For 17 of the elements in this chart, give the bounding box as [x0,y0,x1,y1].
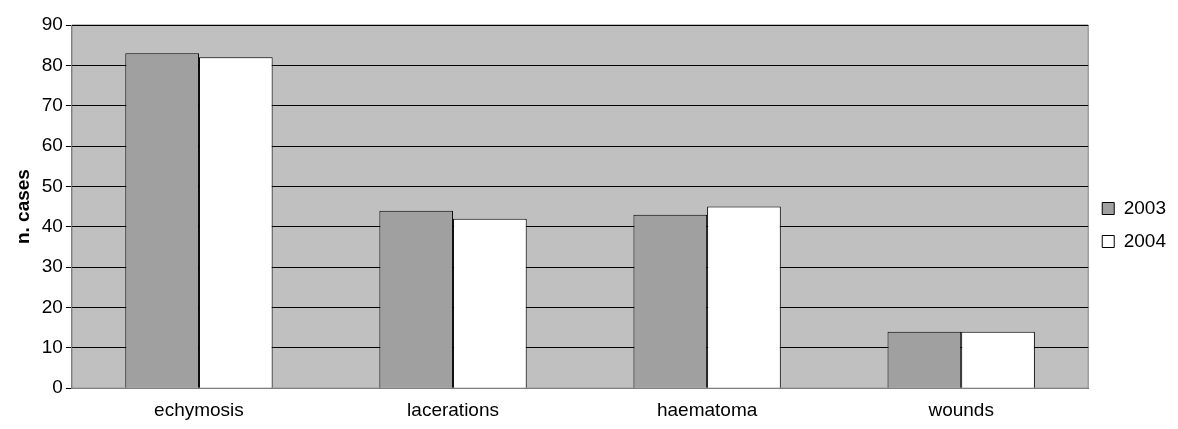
y-tick-label: 30 [41,255,63,277]
y-axis-title: n. cases [11,169,33,245]
y-tick-label: 60 [41,134,63,156]
legend-label: 2004 [1123,229,1167,251]
x-tick-label: echymosis [154,398,244,420]
y-tick-label: 90 [41,13,63,35]
y-tick-label: 0 [52,376,63,398]
x-tick-label: wounds [927,398,994,420]
x-tick-label: lacerations [407,398,499,420]
y-tick-label: 70 [41,93,63,115]
x-tick-label: haematoma [656,398,758,420]
y-tick-label: 40 [41,215,63,237]
y-tick-label: 80 [41,53,63,75]
y-tick-label: 10 [41,336,63,358]
legend-label: 2003 [1123,196,1167,218]
y-tick-label: 20 [41,295,63,317]
y-tick-label: 50 [41,174,63,196]
